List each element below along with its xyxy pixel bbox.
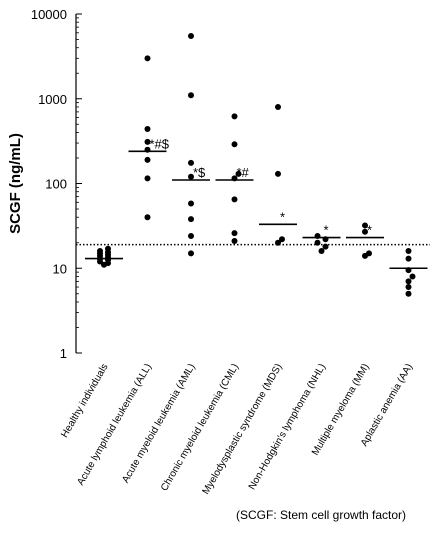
- data-point: [275, 170, 281, 177]
- data-point: [97, 247, 103, 254]
- data-point: [362, 228, 368, 235]
- category-label: Chronic myeloid leukemia (CML): [159, 362, 241, 493]
- data-point: [188, 173, 194, 180]
- significance-annotation: *: [324, 223, 329, 238]
- significance-annotation: *#: [237, 165, 250, 180]
- significance-annotation: *$: [193, 165, 206, 180]
- category-label: Myelodysplastic syndrome (MDS): [201, 362, 285, 496]
- data-point: [144, 214, 151, 221]
- data-point: [188, 159, 194, 166]
- data-point: [231, 141, 238, 148]
- category-label: Acute lymphoid leukemia (ALL): [75, 362, 154, 487]
- data-point: [231, 196, 238, 203]
- data-point: [188, 233, 194, 240]
- data-point: [144, 125, 151, 132]
- data-point: [322, 243, 329, 250]
- category-label: Aplastic anemia (AA): [359, 362, 415, 448]
- data-point: [144, 138, 151, 145]
- data-point: [405, 247, 412, 254]
- significance-annotation: *#$: [150, 136, 170, 151]
- data-point: [279, 236, 285, 243]
- data-point: [144, 55, 151, 62]
- footnote: (SCGF: Stem cell growth factor): [236, 508, 407, 522]
- data-point: [144, 175, 151, 182]
- data-point: [235, 170, 242, 177]
- data-point: [188, 33, 194, 40]
- data-point: [362, 222, 368, 229]
- data-point: [144, 156, 151, 163]
- data-point: [188, 200, 194, 207]
- data-point: [314, 239, 321, 246]
- data-point: [188, 92, 194, 99]
- category-label: Acute myeloid leukemia (AML): [120, 362, 197, 485]
- data-point: [275, 239, 281, 246]
- data-point: [405, 278, 412, 285]
- y-tick-label: 1000: [38, 92, 67, 107]
- significance-annotation: *: [280, 209, 285, 224]
- data-point: [231, 113, 238, 120]
- y-tick-label: 10: [53, 261, 67, 276]
- y-axis-label: SCGF (ng/mL): [7, 133, 24, 234]
- data-point: [366, 250, 372, 257]
- data-point: [405, 255, 412, 262]
- data-point: [405, 284, 412, 291]
- data-point: [105, 245, 111, 252]
- y-tick-label: 10000: [31, 7, 67, 22]
- significance-annotation: *: [367, 223, 372, 238]
- data-point: [231, 237, 238, 244]
- category-label: Healthy individuals: [59, 362, 110, 440]
- y-tick-label: 100: [45, 177, 67, 192]
- data-point: [405, 290, 412, 297]
- category-label: Non-Hodgkin's lymphoma (NHL): [247, 362, 328, 492]
- data-point: [188, 250, 194, 257]
- data-point: [275, 103, 281, 110]
- data-point: [409, 273, 416, 280]
- data-point: [231, 230, 238, 237]
- data-point: [318, 247, 325, 254]
- y-tick-label: 1: [60, 346, 67, 361]
- data-point: [188, 216, 194, 223]
